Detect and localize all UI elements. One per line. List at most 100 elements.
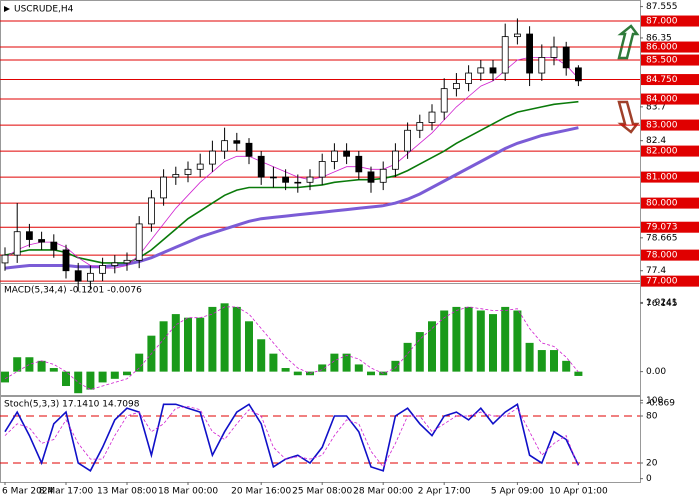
y-tick-label: 78.665 [646,233,678,243]
macd-bar [98,371,107,383]
moving-average [4,126,579,270]
x-tick-label: 18 Mar 00:00 [158,487,218,497]
level-label-box [641,249,699,261]
macd-bar [184,317,192,372]
candle-body [208,150,216,165]
candle-body [477,67,485,74]
panel-title: Stoch(5,3,3) 17.1410 14.7098 [4,400,140,410]
candle-body [62,249,70,272]
level-label-box [641,145,699,157]
candle-body [269,176,277,179]
candle-body [452,83,460,90]
macd-bar [232,306,241,372]
level-label-box [641,275,699,287]
x-tick-label: 8 Mar 17:00 [39,487,94,497]
x-tick-label: 10 Apr 01:00 [549,487,608,497]
y-tick-label: 87.555 [646,2,678,12]
level-label-box [641,54,699,66]
candle-body [501,36,509,74]
candle-body [172,174,180,178]
macd-bar [367,371,375,376]
stoch-line [4,403,580,472]
x-tick-label: 28 Mar 00:00 [353,487,413,497]
candle-body [367,171,375,183]
level-label: 85.500 [646,56,678,66]
level-label-box [641,197,699,209]
macd-bar [1,371,9,383]
candle-body [306,176,314,183]
macd-bar [318,364,327,372]
candle-body [404,129,412,152]
y-tick-label: 86.35 [646,33,672,43]
y-tick-label: 80 [646,412,658,422]
macd-bar [537,350,546,372]
macd-bar [403,342,412,372]
level-label: 84.750 [646,75,678,85]
macd-bar [49,368,58,372]
macd-bar [440,310,449,372]
y-tick-label: 100 [646,396,663,406]
y-tick-label: 76.145 [646,299,678,309]
macd-bar [476,310,485,372]
macd-bar [464,306,473,372]
candle-body [257,155,265,178]
candle-body [25,231,33,240]
macd-bar [562,360,571,372]
candle-body [13,231,21,256]
candle-body [294,181,302,184]
level-label: 77.000 [646,277,678,287]
candle-body [282,176,290,183]
candle-body [575,67,582,82]
macd-bar [257,339,266,372]
y-tick-label: 0.00 [646,367,666,377]
candle-body [526,33,533,74]
candle-body [318,161,326,178]
macd-bar [415,332,424,372]
macd-bar [525,342,534,372]
panel-title: USCRUDE,H4 [14,5,74,15]
candle-body [1,254,9,264]
panel-title: MACD(5,34,4) -0.1201 -0.0076 [4,286,142,296]
candle-body [343,150,351,157]
x-tick-label: 25 Mar 08:00 [292,487,352,497]
candle-body [245,142,253,157]
macd-bar [220,303,229,372]
y-tick-label: 0 [646,474,652,484]
level-label-box [641,41,699,53]
candle-body [160,176,168,199]
macd-bar [86,371,95,390]
level-label-box [641,171,699,183]
level-label-box [641,74,699,86]
macd-bar [513,310,522,372]
x-tick-label: 6 Mar 2024 [2,487,54,497]
main-panel [0,0,641,298]
macd-bar [135,353,144,372]
candle-body [147,197,155,225]
candle-body [196,163,204,170]
y-tick-label: 82.4 [646,136,666,146]
moving-average [4,57,579,269]
candle-body [111,262,119,266]
macd-bar [196,317,205,372]
y-tick-label: 77.4 [646,266,666,276]
candle-body [489,67,497,74]
candle-body [38,239,45,243]
down-arrow [617,100,640,134]
macd-bar [281,368,290,372]
macd-bar [62,371,70,387]
candle-body [562,46,570,69]
macd-bar [110,371,119,379]
stoch-line [4,406,579,468]
candle-body [50,241,58,251]
candle-body [330,150,338,162]
macd-bar [489,314,497,372]
macd-bar [171,314,180,372]
candle-body [184,168,192,175]
y-tick-label: 20 [646,458,658,468]
macd-bar [74,371,83,394]
candle-body [440,88,448,113]
level-label: 87.000 [646,17,678,27]
moving-average [4,100,579,264]
macd-bar [428,321,436,372]
level-label-box [641,15,699,27]
